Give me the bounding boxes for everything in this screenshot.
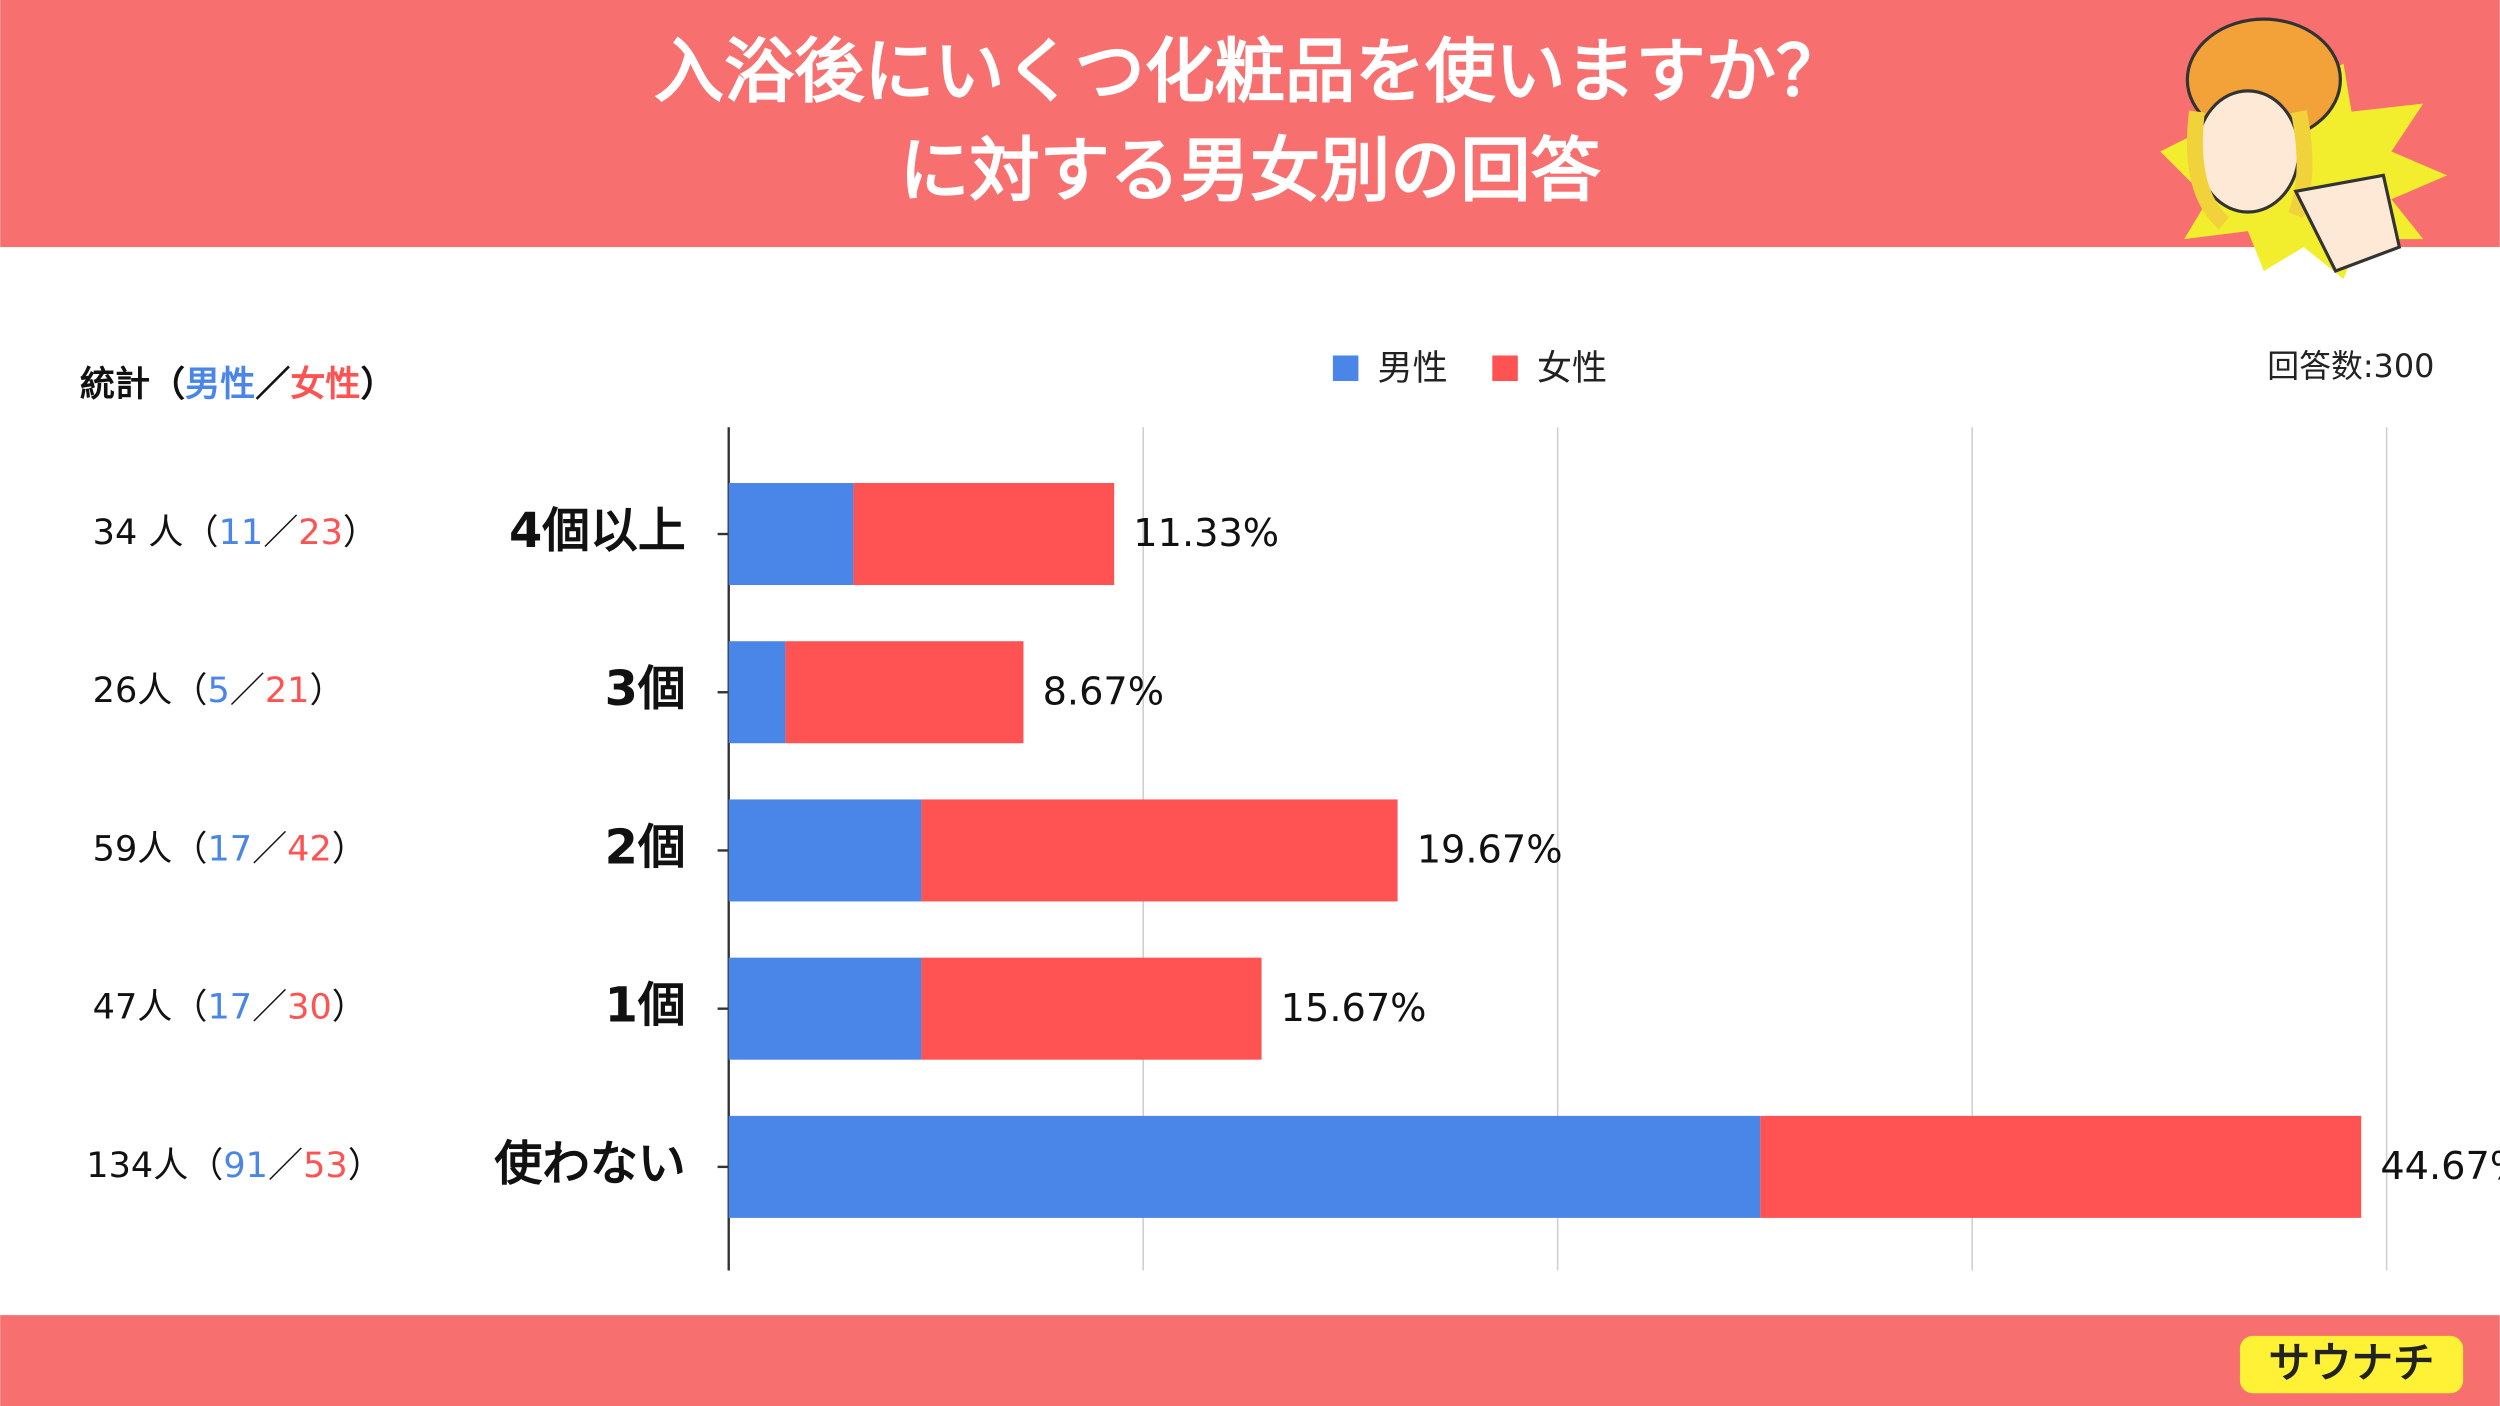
category-label: 使わない — [494, 1137, 685, 1192]
stats-part: 53 — [303, 1145, 348, 1186]
bar-segment — [728, 957, 922, 1060]
respondents: 回答数:300 — [2267, 347, 2434, 385]
mascot — [2160, 17, 2448, 279]
stats-part: （ — [172, 828, 207, 869]
bar-segment — [728, 1115, 1761, 1218]
stats-part: ／ — [230, 670, 265, 711]
stats-line: 34 人（11／23） — [93, 512, 378, 553]
stats-part: 30 — [287, 987, 332, 1028]
legend-label: 女性 — [1537, 348, 1607, 389]
stats-part: （ — [172, 670, 207, 711]
stats-part: （ — [188, 1145, 223, 1186]
title-line: に対する男女別の回答 — [899, 129, 1601, 211]
stats-header-part: ） — [360, 364, 395, 405]
stats-part: 91 — [223, 1145, 268, 1186]
bar-segment — [921, 957, 1262, 1060]
stats-part: 5 — [207, 670, 229, 711]
stats-part: 42 — [287, 828, 332, 869]
percent-label: 8.67% — [1043, 669, 1165, 714]
legend-swatch — [1492, 355, 1518, 381]
stats-part: ） — [332, 987, 367, 1028]
stats-part: ） — [343, 512, 378, 553]
stats-part: ／ — [252, 987, 287, 1028]
bar-segment — [728, 799, 922, 902]
category-label: 1個 — [605, 979, 686, 1034]
bar-segment — [853, 483, 1115, 586]
stats-part: ） — [332, 828, 367, 869]
percent-label: 44.67% — [2380, 1144, 2500, 1189]
stats-line: 134人（91／53） — [86, 1145, 382, 1186]
stats-header: 統計（男性／女性） — [80, 364, 396, 405]
percent-label: 11.33% — [1133, 511, 1279, 556]
stats-part: 17 — [207, 828, 252, 869]
stats-part: 47人 — [93, 987, 173, 1028]
stats-part: （ — [184, 512, 219, 553]
stats-part: 11 — [219, 512, 264, 553]
stats-part: 26人 — [93, 670, 173, 711]
bar-segment — [1760, 1115, 2362, 1218]
stats-part: （ — [172, 987, 207, 1028]
stats-part: ） — [348, 1145, 383, 1186]
stats-part: ／ — [268, 1145, 303, 1186]
percent-label: 15.67% — [1281, 986, 1427, 1031]
logo-badge — [2239, 1335, 2464, 1394]
stats-part: 21 — [265, 670, 310, 711]
stats-header-part: ／ — [255, 364, 290, 405]
legend-swatch — [1332, 355, 1359, 381]
bar-segment — [728, 641, 786, 744]
logo: サウナチ — [2269, 1339, 2435, 1387]
bar-segment — [785, 641, 1024, 744]
stats-part: ／ — [252, 828, 287, 869]
stats-line: 59人（17／42） — [93, 828, 367, 869]
stats-part: 17 — [207, 987, 252, 1028]
stats-header-part: 男性 — [185, 364, 255, 405]
footer-band — [0, 1315, 2500, 1406]
stats-part: ） — [309, 670, 344, 711]
bar-segment — [728, 483, 854, 586]
category-label: 2個 — [605, 820, 686, 875]
stats-line: 26人（5／21） — [93, 670, 345, 711]
stats-header-part: 統計（ — [80, 364, 185, 405]
stats-part: 134人 — [86, 1145, 188, 1186]
title-line: 入浴後にいくつ化粧品を使いますか？ — [654, 31, 1846, 113]
header-band — [0, 0, 2500, 248]
bar-segment — [921, 799, 1398, 902]
category-label: 4個以上 — [509, 504, 686, 559]
stats-part: 23 — [298, 512, 343, 553]
category-label: 3個 — [605, 662, 686, 717]
stats-part: 34 人 — [93, 512, 184, 553]
legend-label: 男性 — [1378, 348, 1448, 389]
percent-label: 19.67% — [1417, 828, 1563, 873]
stats-header-part: 女性 — [290, 364, 360, 405]
stats-part: ／ — [263, 512, 298, 553]
stats-part: 59人 — [93, 828, 173, 869]
stats-line: 47人（17／30） — [93, 987, 367, 1028]
